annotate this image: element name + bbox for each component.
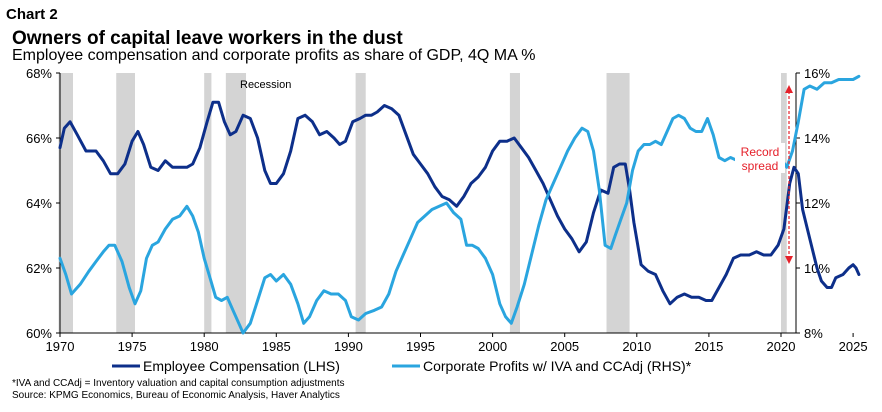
x-tick-label-1975: 1975 — [118, 339, 147, 354]
y-left-tick-label-0: 60% — [26, 326, 52, 341]
recession-annotation: Recession — [240, 79, 291, 91]
x-tick-label-2010: 2010 — [622, 339, 651, 354]
x-tick-label-2015: 2015 — [694, 339, 723, 354]
record-spread-label-line2: spread — [742, 159, 779, 173]
y-right-tick-label-0: 8% — [804, 326, 823, 341]
footnote-definition: *IVA and CCAdj = Inventory valuation and… — [12, 378, 345, 389]
x-tick-label-1995: 1995 — [406, 339, 435, 354]
x-tick-label-2000: 2000 — [478, 339, 507, 354]
x-tick-label-1970: 1970 — [46, 339, 75, 354]
y-left-tick-label-4: 68% — [26, 66, 52, 81]
chart-number-label: Chart 2 — [6, 6, 58, 23]
recession-bar-5 — [355, 73, 366, 333]
x-tick-label-1990: 1990 — [334, 339, 363, 354]
x-tick-label-1980: 1980 — [190, 339, 219, 354]
y-right-tick-label-2: 12% — [804, 196, 830, 211]
x-tick-label-1985: 1985 — [262, 339, 291, 354]
x-tick-label-2025: 2025 — [839, 339, 868, 354]
record-spread-label-line1: Record — [741, 145, 780, 159]
recession-bar-6 — [509, 73, 520, 333]
record-spread-label-bg — [735, 143, 785, 173]
legend-label-corporate-profits: Corporate Profits w/ IVA and CCAdj (RHS)… — [423, 358, 692, 374]
legend-label-employee-compensation: Employee Compensation (LHS) — [143, 358, 340, 374]
x-tick-label-2005: 2005 — [550, 339, 579, 354]
record-spread-arrowhead-top — [785, 85, 793, 93]
y-right-tick-label-4: 16% — [804, 66, 830, 81]
chart-subtitle: Employee compensation and corporate prof… — [12, 47, 536, 64]
recession-bar-4 — [225, 73, 247, 333]
chart-title: Owners of capital leave workers in the d… — [12, 28, 403, 49]
y-right-tick-label-3: 14% — [804, 131, 830, 146]
corporate-profits-line — [58, 74, 861, 335]
recession-bar-7 — [606, 73, 630, 333]
y-left-tick-label-3: 66% — [26, 131, 52, 146]
x-tick-label-2020: 2020 — [767, 339, 796, 354]
y-left-tick-label-2: 64% — [26, 196, 52, 211]
recession-bar-2 — [116, 73, 135, 333]
recession-bar-8 — [781, 73, 787, 333]
recession-bar-3 — [204, 73, 212, 333]
footnote-source: Source: KPMG Economics, Bureau of Econom… — [12, 390, 340, 401]
record-spread-arrowhead-bottom — [785, 256, 793, 264]
y-left-tick-label-1: 62% — [26, 261, 52, 276]
employee-compensation-line — [58, 100, 861, 306]
